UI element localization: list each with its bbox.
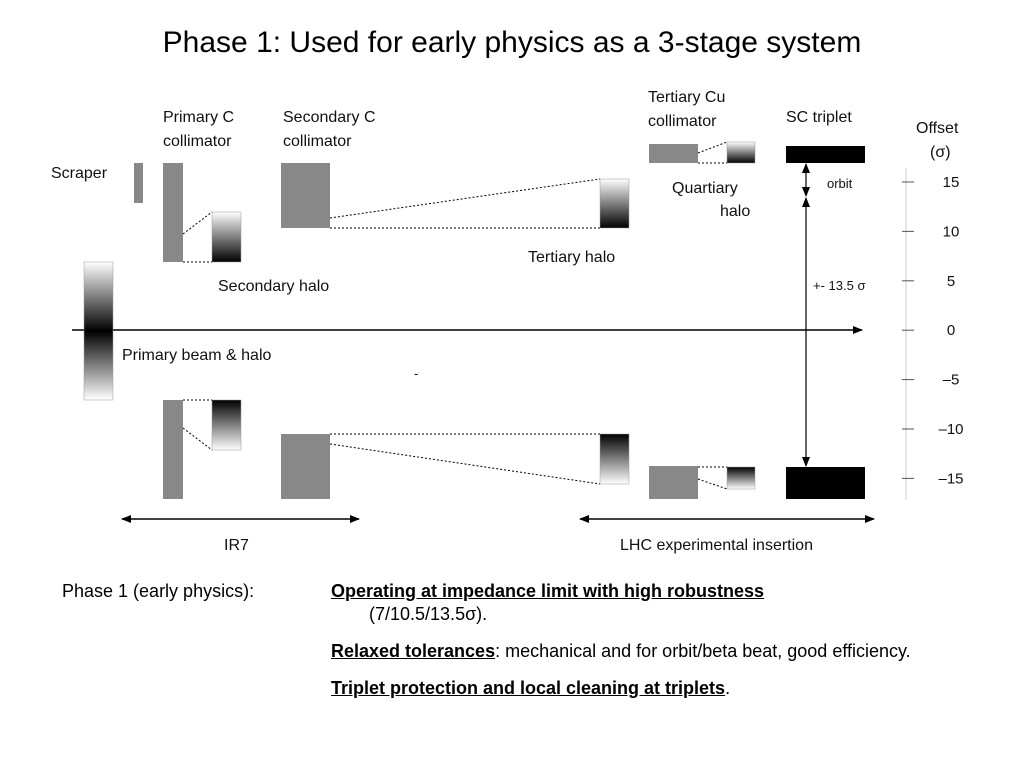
scraper bbox=[134, 163, 143, 203]
lhc-insertion-label: LHC experimental insertion bbox=[620, 537, 813, 554]
summary-point-heading: Operating at impedance limit with high r… bbox=[331, 581, 765, 601]
offset-tick-label: 15 bbox=[943, 174, 960, 191]
offset-tick-label: 0 bbox=[947, 322, 955, 339]
ir7-label: IR7 bbox=[224, 537, 249, 554]
aperture-label: +- 13.5 σ bbox=[813, 278, 865, 293]
tertiary-collimator-bottom bbox=[649, 466, 698, 499]
halo-link bbox=[697, 478, 728, 490]
secondary-halo-top bbox=[211, 211, 242, 263]
summary-point: Triplet protection and local cleaning at… bbox=[331, 677, 971, 700]
phase-label: Phase 1 (early physics): bbox=[62, 581, 255, 601]
orbit-label: orbit bbox=[827, 176, 853, 191]
primary-beam bbox=[83, 261, 114, 401]
sc-triplet-bottom bbox=[786, 467, 865, 499]
summary-point-heading: Triplet protection and local cleaning at… bbox=[331, 678, 726, 698]
sc-triplet-top bbox=[786, 146, 865, 163]
halo-link bbox=[182, 211, 213, 235]
collimation-diagram: Primary beam & halo - Scraper Primary C … bbox=[51, 89, 964, 554]
primary-collimator-label: Primary C bbox=[163, 109, 234, 126]
secondary-halo-bottom bbox=[211, 399, 242, 451]
summary-point-text: . bbox=[725, 678, 731, 698]
stray-dot: - bbox=[414, 366, 418, 381]
offset-axis-title: Offset bbox=[916, 120, 959, 137]
halo-link bbox=[329, 178, 601, 219]
summary-points: Operating at impedance limit with high r… bbox=[331, 580, 971, 714]
primary-collimator-top bbox=[163, 163, 183, 262]
summary-point-detail: (7/10.5/13.5σ). bbox=[369, 604, 488, 624]
secondary-collimator-bottom bbox=[281, 434, 330, 499]
tertiary-collimator-label-2: collimator bbox=[648, 113, 717, 130]
offset-tick-label: –15 bbox=[938, 470, 963, 487]
page-title: Phase 1: Used for early physics as a 3-s… bbox=[162, 26, 862, 59]
offset-tick-label: –10 bbox=[938, 421, 963, 438]
halo-link bbox=[329, 443, 601, 485]
tertiary-halo-top bbox=[599, 178, 630, 229]
secondary-collimator-label-2: collimator bbox=[283, 133, 352, 150]
tertiary-halo-label: Tertiary halo bbox=[528, 249, 615, 266]
sc-triplet-label: SC triplet bbox=[786, 109, 852, 126]
quartiary-halo-bottom bbox=[726, 466, 756, 490]
offset-tick-label: –5 bbox=[943, 372, 960, 389]
secondary-collimator-label: Secondary C bbox=[283, 109, 376, 126]
offset-axis-ticks: 15 10 5 0 –5 –10 –15 bbox=[902, 174, 964, 487]
primary-collimator-label-2: collimator bbox=[163, 133, 232, 150]
quartiary-halo-label-2: halo bbox=[720, 203, 750, 220]
quartiary-halo-top bbox=[726, 141, 756, 164]
halo-link bbox=[182, 427, 213, 451]
secondary-halo-label: Secondary halo bbox=[218, 278, 329, 295]
quartiary-halo-label: Quartiary bbox=[672, 180, 738, 197]
summary-point-text: : mechanical and for orbit/beta beat, go… bbox=[495, 641, 911, 661]
summary-point-heading: Relaxed tolerances bbox=[331, 641, 496, 661]
primary-collimator-bottom bbox=[163, 400, 183, 499]
tertiary-collimator-label: Tertiary Cu bbox=[648, 89, 725, 106]
scraper-label: Scraper bbox=[51, 165, 108, 182]
summary-point: Relaxed tolerances: mechanical and for o… bbox=[331, 640, 971, 663]
halo-link bbox=[697, 141, 728, 154]
offset-axis-unit: (σ) bbox=[930, 144, 951, 161]
tertiary-halo-bottom bbox=[599, 433, 630, 485]
offset-tick-label: 5 bbox=[947, 273, 955, 290]
tertiary-collimator-top bbox=[649, 144, 698, 163]
primary-beam-label: Primary beam & halo bbox=[122, 347, 271, 364]
secondary-collimator-top bbox=[281, 163, 330, 228]
summary-point: Operating at impedance limit with high r… bbox=[331, 580, 971, 626]
offset-tick-label: 10 bbox=[943, 223, 960, 240]
